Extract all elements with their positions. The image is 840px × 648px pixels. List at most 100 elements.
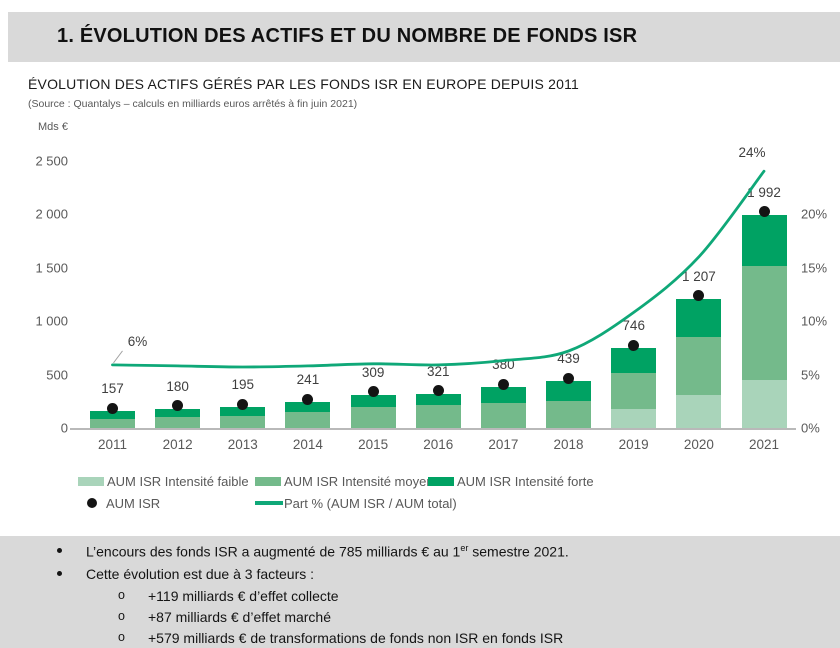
legend-label-part-pct: Part % (AUM ISR / AUM total) [284,495,457,511]
x-axis-year-label: 2013 [227,437,258,452]
y-axis-tick-label: 1 500 [35,260,68,275]
bar-value-label: 309 [361,364,385,380]
chart-source-note: (Source : Quantalys – calculs en milliar… [28,98,358,110]
bullet-icon [57,548,62,553]
secondary-axis-tick-label: 10% [801,313,828,329]
bar-segment [676,337,722,395]
note-sub-3-text: +579 milliards € de transformations de f… [148,630,564,646]
x-axis-line [70,428,796,430]
x-axis-year-label: 2014 [292,437,323,452]
legend-swatch-faible [78,476,104,486]
bar-segment [546,401,592,428]
aum-isr-dot [758,206,770,218]
bar-segment [676,394,722,428]
secondary-axis-tick-label: 15% [801,260,828,275]
aum-isr-dot [302,393,314,405]
bar-segment [350,406,396,428]
notes-panel: L’encours des fonds ISR a augmenté de 78… [0,536,840,648]
x-axis-year-label: 2019 [618,437,649,452]
secondary-axis-tick-label: 20% [801,206,828,222]
legend-label-faible: AUM ISR Intensité faible [107,473,249,489]
aum-isr-dot [237,398,249,410]
bar-value-label: 439 [557,351,580,367]
x-axis-year-label: 2017 [488,437,519,452]
note-1-sup: er [460,543,469,553]
bar-segment [285,402,331,413]
circle-bullet-icon: o [118,588,125,602]
bar-value-label: 195 [231,377,255,393]
aum-isr-dot [172,400,184,412]
part-pct-line [111,169,766,369]
chart-title: ÉVOLUTION DES ACTIFS GÉRÉS PAR LES FONDS… [28,76,580,92]
bar-segment [90,419,135,428]
legend-item-moyenne: AUM ISR Intensité moyenne [255,472,448,490]
bar-value-label: 241 [296,372,320,388]
secondary-axis-tick-label: 0% [801,420,820,436]
bar-value-label: 1 207 [681,268,716,284]
bar-value-label: 380 [492,357,515,373]
x-axis-year-label: 2021 [748,437,780,452]
bar-segment [155,417,201,428]
bar-value-label: 746 [622,318,645,334]
aum-isr-dot [367,386,379,398]
legend-dot-marker [87,498,97,508]
y-axis-tick-label: 500 [46,367,68,382]
bar-value-label: 321 [426,363,450,379]
bar-segment [611,373,657,410]
legend-line-marker [255,501,283,505]
note-sub-2-text: +87 milliards € d’effet marché [148,609,331,625]
bar-segment [155,408,201,418]
legend-swatch-forte [428,476,454,486]
bar-segment [480,403,526,428]
line-first-point-label: 6% [127,333,148,349]
bar-segment [676,298,722,338]
aum-isr-dot [107,402,118,414]
y-axis-tick-label: 1 000 [35,313,68,329]
legend-item-forte: AUM ISR Intensité forte [428,472,594,490]
bullet-icon [57,571,62,576]
bar-segment [350,394,396,407]
aum-isr-dot [693,290,705,302]
bar-segment [220,407,266,417]
bar-segment [415,404,461,428]
section-title: 1. ÉVOLUTION DES ACTIFS ET DU NOMBRE DE … [57,25,638,47]
legend-item-aum-isr: AUM ISR [87,494,160,512]
secondary-axis-tick-label: 5% [801,367,820,382]
aum-isr-dot [497,378,509,390]
bar-segment [741,379,787,428]
note-sub-1-text: +119 milliards € d’effet collecte [148,588,339,604]
legend-item-faible: AUM ISR Intensité faible [78,472,249,490]
aum-isr-dot [628,339,640,351]
y-axis-unit-label: Mds € [38,121,68,133]
legend-label-aum-isr: AUM ISR [106,495,161,511]
x-axis-year-label: 2018 [553,437,584,452]
bar-segment [546,381,592,402]
legend-label-forte: AUM ISR Intensité forte [457,473,594,489]
x-axis-year-label: 2015 [358,437,389,452]
x-axis-year-label: 2011 [97,437,128,452]
y-axis-tick-label: 2 500 [35,153,68,168]
legend-item-part-pct: Part % (AUM ISR / AUM total) [255,494,457,512]
line-last-point-label: 24% [738,145,766,161]
y-axis-tick-label: 0 [60,420,68,436]
bar-value-label: 157 [101,381,124,397]
callout-leader-line [113,350,123,364]
bar-segment [220,416,266,428]
bar-segment [480,387,526,404]
x-axis-year-label: 2020 [683,437,714,452]
x-axis-year-label: 2012 [162,437,193,452]
bar-segment [285,412,331,428]
legend-swatch-moyenne [255,476,281,486]
bar-segment [741,214,787,267]
circle-bullet-icon: o [118,630,125,644]
aum-isr-dot [432,385,444,397]
note-2-text: Cette évolution est due à 3 facteurs : [86,566,315,582]
bar-segment [741,266,787,380]
aum-isr-dot [563,372,575,384]
bar-segment [611,409,657,428]
x-axis-year-label: 2016 [423,437,454,452]
legend-label-moyenne: AUM ISR Intensité moyenne [284,473,449,489]
note-1-text-end: semestre 2021. [468,543,569,560]
bar-segment [415,393,461,405]
